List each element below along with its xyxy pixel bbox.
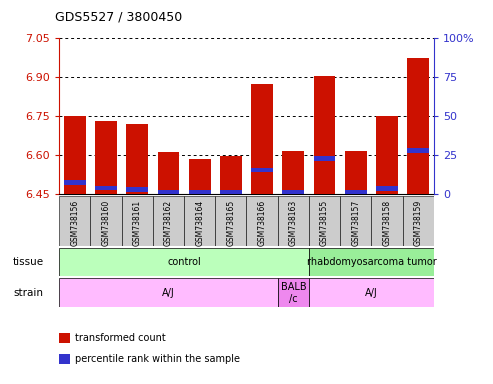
Bar xyxy=(215,196,246,246)
Bar xyxy=(403,196,434,246)
Text: GSM738160: GSM738160 xyxy=(102,200,110,246)
Bar xyxy=(59,248,309,276)
Bar xyxy=(309,248,434,276)
Text: GSM738166: GSM738166 xyxy=(258,200,267,246)
Text: percentile rank within the sample: percentile rank within the sample xyxy=(75,354,240,364)
Bar xyxy=(95,121,117,194)
Bar xyxy=(314,76,335,194)
Bar xyxy=(126,187,148,192)
Text: GDS5527 / 3800450: GDS5527 / 3800450 xyxy=(55,10,182,23)
Text: GSM738165: GSM738165 xyxy=(226,200,235,246)
Text: GSM738158: GSM738158 xyxy=(383,200,391,246)
Text: GSM738162: GSM738162 xyxy=(164,200,173,246)
Text: transformed count: transformed count xyxy=(75,333,166,343)
Bar xyxy=(64,180,86,185)
Bar xyxy=(407,58,429,194)
Bar xyxy=(64,116,86,194)
Bar xyxy=(220,156,242,194)
Bar xyxy=(278,196,309,246)
Text: GSM738159: GSM738159 xyxy=(414,200,423,246)
Bar xyxy=(246,196,278,246)
Text: GSM738161: GSM738161 xyxy=(133,200,141,246)
Bar xyxy=(376,186,398,190)
Bar xyxy=(407,148,429,153)
Bar xyxy=(278,278,309,307)
Text: rhabdomyosarcoma tumor: rhabdomyosarcoma tumor xyxy=(307,257,436,267)
Bar xyxy=(189,190,211,195)
Bar xyxy=(371,196,403,246)
Text: BALB
/c: BALB /c xyxy=(281,282,306,304)
Bar xyxy=(309,196,340,246)
Bar xyxy=(189,159,211,194)
Bar xyxy=(309,278,434,307)
Bar xyxy=(153,196,184,246)
Bar xyxy=(59,278,278,307)
Text: GSM738164: GSM738164 xyxy=(195,200,204,246)
Bar xyxy=(376,116,398,194)
Text: GSM738157: GSM738157 xyxy=(352,200,360,246)
Bar xyxy=(314,156,335,161)
Bar xyxy=(122,196,153,246)
Bar xyxy=(251,168,273,172)
Bar xyxy=(282,190,304,195)
Text: GSM738163: GSM738163 xyxy=(289,200,298,246)
Bar xyxy=(340,196,371,246)
Bar xyxy=(157,190,179,195)
Bar xyxy=(157,152,179,194)
Bar xyxy=(126,124,148,194)
Text: GSM738155: GSM738155 xyxy=(320,200,329,246)
Bar xyxy=(345,151,367,194)
Bar xyxy=(345,190,367,195)
Bar xyxy=(251,84,273,194)
Text: GSM738156: GSM738156 xyxy=(70,200,79,246)
Bar xyxy=(95,185,117,190)
Bar xyxy=(184,196,215,246)
Bar xyxy=(90,196,122,246)
Text: A/J: A/J xyxy=(365,288,378,298)
Text: strain: strain xyxy=(13,288,43,298)
Bar xyxy=(59,196,90,246)
Text: tissue: tissue xyxy=(12,257,43,267)
Text: A/J: A/J xyxy=(162,288,175,298)
Text: control: control xyxy=(167,257,201,267)
Bar xyxy=(282,151,304,194)
Bar xyxy=(220,190,242,195)
